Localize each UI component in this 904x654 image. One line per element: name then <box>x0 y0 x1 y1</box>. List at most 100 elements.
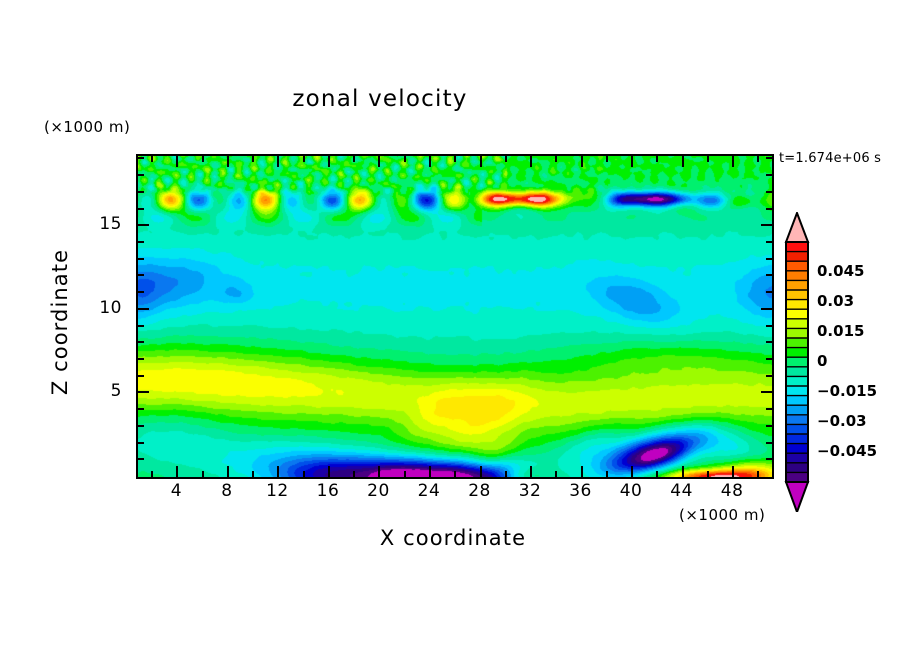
colorbar-band-6 <box>786 299 808 310</box>
colorbar-tick-label-1: 0.03 <box>817 292 855 310</box>
colorbar-band-22 <box>786 453 808 464</box>
x-tick-top-48 <box>732 156 735 167</box>
x-tick-top-20 <box>378 156 381 167</box>
colorbar-under-cap <box>784 481 810 512</box>
colorbar-band-1 <box>786 251 808 262</box>
y-tick-right-3 <box>766 424 772 427</box>
y-tick-right-1 <box>766 458 772 461</box>
colorbar-band-20 <box>786 434 808 445</box>
x-tick-top-44 <box>681 156 684 167</box>
colorbar-band-9 <box>786 328 808 339</box>
colorbar-band-17 <box>786 405 808 416</box>
colorbar-band-7 <box>786 309 808 320</box>
y-tick-16 <box>138 207 144 210</box>
y-tick-11 <box>138 291 144 294</box>
colorbar-band-19 <box>786 424 808 435</box>
x-tick-label-28: 28 <box>468 481 491 501</box>
x-tick-48 <box>732 466 735 477</box>
y-axis-units-label: (×1000 m) <box>44 118 131 136</box>
x-tick-label-20: 20 <box>367 481 390 501</box>
x-tick-label-32: 32 <box>518 481 542 501</box>
x-tick-label-4: 4 <box>170 481 183 501</box>
x-tick-10 <box>252 471 255 477</box>
y-tick-8 <box>138 341 144 344</box>
x-tick-40 <box>631 466 634 477</box>
x-tick-38 <box>605 471 608 477</box>
x-tick-16 <box>327 466 330 477</box>
x-tick-top-38 <box>605 156 608 162</box>
x-tick-36 <box>580 466 583 477</box>
y-tick-19 <box>138 157 144 160</box>
colorbar-band-21 <box>786 443 808 454</box>
x-tick-top-40 <box>631 156 634 167</box>
x-tick-32 <box>530 466 533 477</box>
x-tick-label-8: 8 <box>221 481 233 501</box>
colorbar-tick-label-0: 0.045 <box>817 262 865 280</box>
x-tick-label-16: 16 <box>316 481 340 501</box>
x-tick-top-6 <box>201 156 204 162</box>
x-tick-8 <box>226 466 229 477</box>
y-tick-14 <box>138 240 144 243</box>
y-tick-right-19 <box>766 157 772 160</box>
y-tick-right-5 <box>761 391 772 394</box>
x-tick-28 <box>479 466 482 477</box>
x-tick-top-36 <box>580 156 583 167</box>
y-tick-right-13 <box>766 257 772 260</box>
x-tick-12 <box>277 466 280 477</box>
x-tick-46 <box>706 471 709 477</box>
y-tick-7 <box>138 357 144 360</box>
colorbar-band-11 <box>786 347 808 358</box>
y-tick-17 <box>138 190 144 193</box>
x-tick-30 <box>504 471 507 477</box>
x-tick-top-30 <box>504 156 507 162</box>
x-tick-2 <box>151 471 154 477</box>
x-tick-top-16 <box>327 156 330 167</box>
x-tick-20 <box>378 466 381 477</box>
x-tick-top-2 <box>151 156 154 162</box>
y-tick-right-9 <box>766 324 772 327</box>
contour-field-canvas <box>138 156 772 477</box>
x-tick-50 <box>757 471 760 477</box>
page-title: zonal velocity <box>292 86 468 112</box>
x-tick-top-10 <box>252 156 255 162</box>
colorbar-band-8 <box>786 318 808 329</box>
y-tick-10 <box>138 307 149 310</box>
y-tick-18 <box>138 174 144 177</box>
x-tick-4 <box>176 466 179 477</box>
x-tick-top-46 <box>706 156 709 162</box>
x-axis-label: X coordinate <box>379 526 527 550</box>
x-tick-label-12: 12 <box>266 481 289 501</box>
x-tick-top-26 <box>454 156 457 162</box>
colorbar-band-12 <box>786 357 808 368</box>
x-tick-14 <box>302 471 305 477</box>
x-tick-top-18 <box>353 156 356 162</box>
y-tick-right-17 <box>766 190 772 193</box>
y-tick-right-18 <box>766 174 772 177</box>
x-tick-top-34 <box>555 156 558 162</box>
colorbar-tick-label-2: 0.015 <box>817 322 865 340</box>
colorbar-band-4 <box>786 280 808 291</box>
y-tick-15 <box>138 224 149 227</box>
y-tick-right-12 <box>766 274 772 277</box>
x-tick-24 <box>429 466 431 477</box>
colorbar-band-5 <box>786 290 808 301</box>
colorbar-band-3 <box>786 270 808 281</box>
x-tick-label-40: 40 <box>619 481 643 501</box>
x-tick-top-12 <box>277 156 280 167</box>
colorbar-tick-label-5: −0.03 <box>817 412 867 430</box>
colorbar-band-10 <box>786 338 808 349</box>
x-tick-label-24: 24 <box>417 481 441 501</box>
x-tick-top-50 <box>757 156 760 162</box>
x-tick-label-36: 36 <box>569 481 592 501</box>
colorbar-tick-label-3: 0 <box>817 352 828 370</box>
colorbar-band-16 <box>786 395 808 406</box>
y-tick-right-4 <box>766 408 772 411</box>
colorbar-band-13 <box>786 366 808 377</box>
colorbar-band-23 <box>786 462 808 473</box>
x-tick-top-42 <box>656 156 659 162</box>
colorbar-tick-label-4: −0.015 <box>817 382 878 400</box>
y-tick-label-10: 10 <box>99 297 122 318</box>
colorbar-band-18 <box>786 414 808 425</box>
x-tick-18 <box>353 471 356 477</box>
y-tick-5 <box>138 391 149 394</box>
